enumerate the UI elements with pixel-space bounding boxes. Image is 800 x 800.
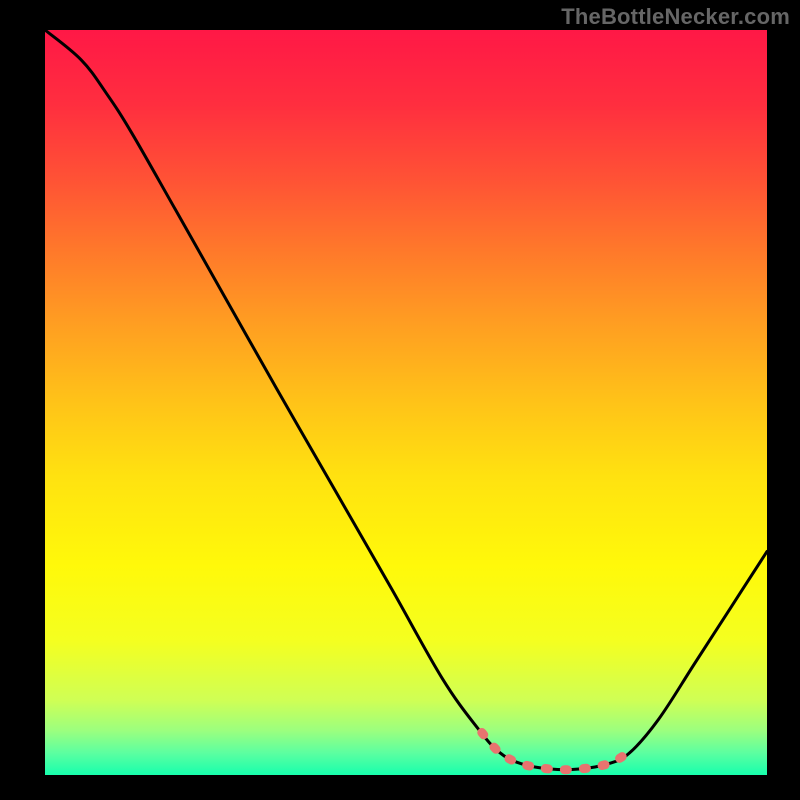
figure-container: TheBottleNecker.com [0,0,800,800]
curve-layer [45,30,767,775]
plot-area [45,30,767,775]
bottleneck-curve [45,30,767,770]
optimal-range-marker [482,733,626,770]
watermark-text: TheBottleNecker.com [561,4,790,30]
